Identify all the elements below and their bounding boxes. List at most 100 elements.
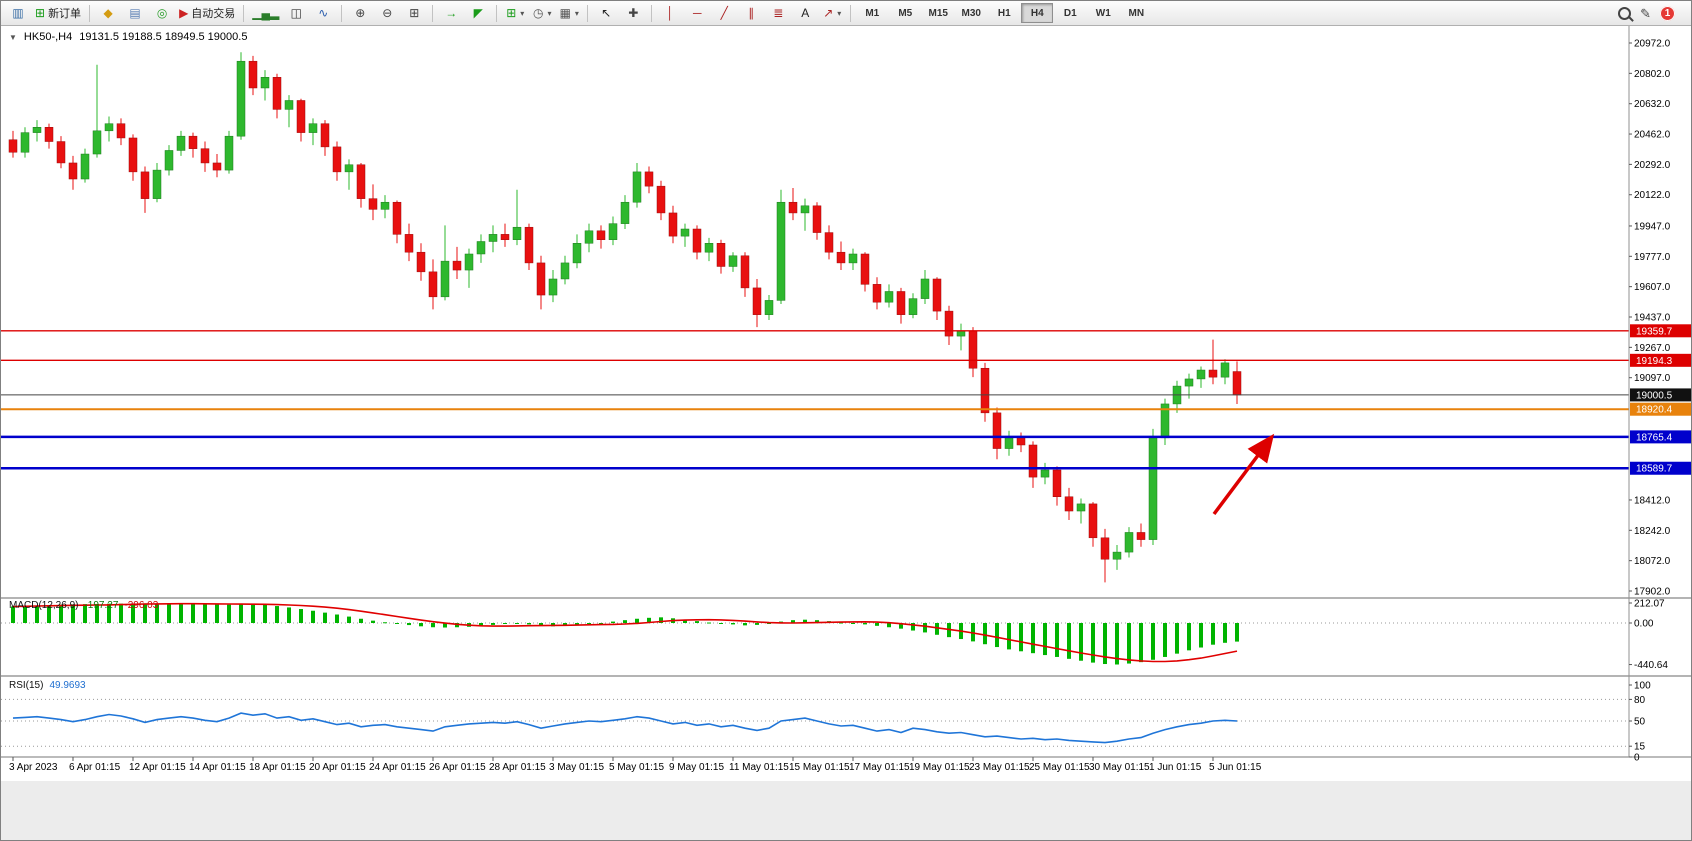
macd-label: MACD(12,26,9) <box>9 600 79 611</box>
timeframe-m5-button[interactable]: M5 <box>898 7 913 19</box>
time-axis-label: 3 Apr 2023 <box>9 762 58 773</box>
notification-badge[interactable]: 1 <box>1660 5 1675 21</box>
candlestick-chart-icon: ◫ <box>290 6 302 20</box>
new-chart-button-dropdown-icon[interactable]: ▾ <box>520 8 525 18</box>
candle-body <box>188 135 198 149</box>
chart-canvas[interactable]: 20972.0 20802.0 20632.0 20462.0 20292.0 20122… <box>1 26 1692 841</box>
timeframe-w1-button[interactable]: W1 <box>1095 7 1111 19</box>
indicators-button[interactable]: ◆ <box>95 2 121 24</box>
cursor-button[interactable]: ↖ <box>593 2 619 24</box>
timeframe-m30-button[interactable]: M30 <box>961 7 981 19</box>
panel-separator[interactable] <box>1 675 1692 677</box>
chart-shift-button[interactable]: ◤ <box>465 2 491 24</box>
terminal-icon-button[interactable]: ▥ <box>5 2 31 24</box>
timeframe-h1-button[interactable]: H1 <box>997 7 1011 19</box>
candle-body <box>884 291 894 303</box>
rsi-axis-label: 0 <box>1634 753 1640 764</box>
zoom-in-icon: ⊕ <box>355 6 366 20</box>
candle-body <box>32 127 42 133</box>
tile-windows-button[interactable]: ⊞ <box>401 2 427 24</box>
timeframe-d1-button[interactable]: D1 <box>1063 7 1077 19</box>
candle-body <box>140 171 150 199</box>
price-axis-label: 19607.0 <box>1634 282 1671 293</box>
zoom-in-button[interactable]: ⊕ <box>347 2 373 24</box>
candle-body <box>404 234 414 253</box>
time-axis-label: 14 Apr 01:15 <box>189 762 246 773</box>
candlestick-chart-button[interactable]: ◫ <box>283 2 309 24</box>
time-axis-label: 19 May 01:15 <box>909 762 970 773</box>
channel-button[interactable]: ∥ <box>738 2 764 24</box>
fibonacci-button[interactable]: ≣ <box>765 2 791 24</box>
trendline-icon: ╱ <box>720 6 728 20</box>
candle-body <box>164 150 174 171</box>
price-badge-value: 19000.5 <box>1636 390 1673 401</box>
auto-scroll-button[interactable]: → <box>438 2 464 24</box>
candle-body <box>428 271 438 298</box>
time-axis-label: 3 May 01:15 <box>549 762 604 773</box>
timeframe-h4-button[interactable]: H4 <box>1021 3 1054 23</box>
trendline-button[interactable]: ╱ <box>711 2 737 24</box>
candle-body <box>512 226 522 240</box>
price-badge-value: 19194.3 <box>1636 356 1673 367</box>
timeframe-mn-button[interactable]: MN <box>1128 7 1145 19</box>
price-badge-value: 19359.7 <box>1636 326 1673 337</box>
arrows-button[interactable]: ↗ ▾ <box>819 2 845 24</box>
profiles-button-dropdown-icon[interactable]: ▾ <box>547 8 552 18</box>
candle-body <box>488 234 498 242</box>
candle-body <box>920 278 930 299</box>
rsi-axis-label: 100 <box>1634 681 1651 692</box>
candle-body <box>368 198 378 210</box>
new-chart-button[interactable]: ⊞ ▾ <box>502 2 528 24</box>
community-button[interactable]: ◎ <box>149 2 175 24</box>
line-chart-button[interactable]: ∿ <box>310 2 336 24</box>
edit-icon[interactable]: ✎ <box>1640 5 1651 21</box>
toolbar-separator <box>243 4 245 22</box>
arrows-button-dropdown-icon[interactable]: ▾ <box>837 8 842 18</box>
templates-button[interactable]: ▦ ▾ <box>556 2 582 24</box>
autotrading-button[interactable]: ▶ 自动交易 <box>176 2 238 24</box>
timeframe-m15-button[interactable]: M15 <box>928 7 948 19</box>
text-button[interactable]: A <box>792 2 818 24</box>
candle-body <box>1040 469 1050 478</box>
candle-body <box>260 77 270 89</box>
chart-region[interactable]: 20972.0 20802.0 20632.0 20462.0 20292.0 20122… <box>1 26 1692 841</box>
search-icon[interactable] <box>1618 6 1632 20</box>
candle-body <box>92 130 102 155</box>
timeframe-m1-button[interactable]: M1 <box>865 7 880 19</box>
crosshair-button[interactable]: ✚ <box>620 2 646 24</box>
candle-body <box>1076 503 1086 512</box>
candle-body <box>860 253 870 285</box>
print-button[interactable]: ▤ <box>122 2 148 24</box>
macd-axis-label: 212.07 <box>1634 599 1665 610</box>
zoom-out-button[interactable]: ⊖ <box>374 2 400 24</box>
candle-body <box>800 205 810 214</box>
horizontal-line-button[interactable]: ─ <box>684 2 710 24</box>
candle-body <box>236 60 246 137</box>
candle-body <box>380 201 390 210</box>
bar-chart-button[interactable]: ▁▄▂ <box>249 2 282 24</box>
symbol-dropdown-icon[interactable]: ▼ <box>9 32 17 42</box>
templates-button-dropdown-icon[interactable]: ▾ <box>574 8 579 18</box>
panel-separator[interactable] <box>1 597 1692 599</box>
arrows-icon: ↗ <box>823 6 834 20</box>
price-badge <box>1630 353 1691 367</box>
candle-body <box>1232 371 1242 396</box>
candle-body <box>332 146 342 173</box>
price-badge <box>1630 324 1691 338</box>
trend-arrow[interactable] <box>1212 433 1275 516</box>
candle-body <box>644 171 654 187</box>
macd-axis-label: -440.64 <box>1634 660 1668 671</box>
price-badge-value: 18765.4 <box>1636 432 1673 443</box>
text-icon: A <box>801 6 810 20</box>
candle-body <box>80 153 90 180</box>
profiles-button[interactable]: ◷ ▾ <box>529 2 555 24</box>
vertical-line-button[interactable]: │ <box>657 2 683 24</box>
toolbar-separator <box>651 4 653 22</box>
new-order-button[interactable]: ⊞ 新订单 <box>32 2 84 24</box>
candle-body <box>728 255 738 267</box>
price-badge <box>1630 388 1691 402</box>
time-axis-label: 6 Apr 01:15 <box>69 762 121 773</box>
candle-body <box>284 100 294 110</box>
toolbar-separator <box>341 4 343 22</box>
candle-body <box>152 169 162 199</box>
